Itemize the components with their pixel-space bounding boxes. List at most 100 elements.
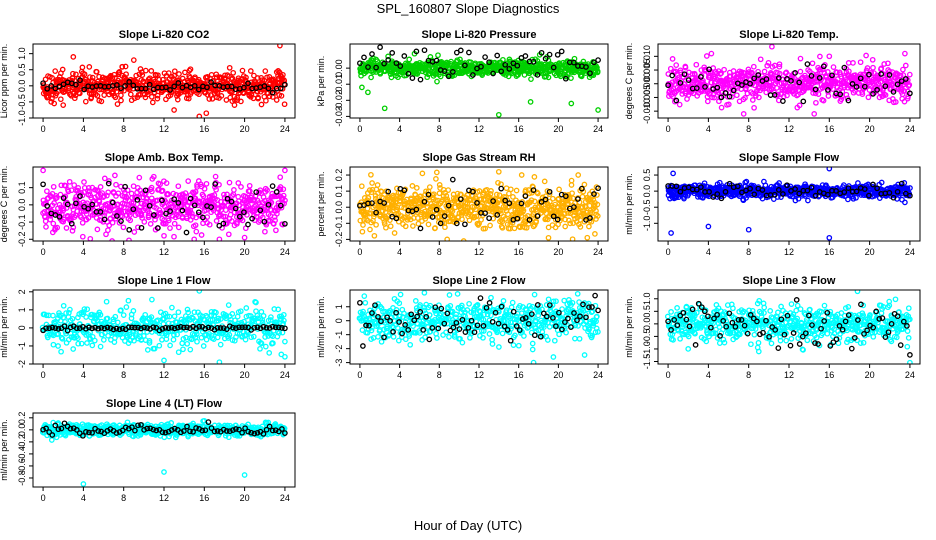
- data-point: [75, 185, 82, 191]
- data-point: [101, 92, 108, 98]
- data-point: [704, 98, 711, 105]
- data-point: [156, 342, 163, 349]
- overlay-point: [825, 87, 831, 93]
- data-point: [171, 68, 178, 75]
- data-point: [148, 68, 155, 74]
- data-point: [60, 302, 67, 309]
- data-point: [224, 220, 230, 227]
- data-points: [40, 44, 288, 118]
- data-point: [144, 347, 151, 353]
- data-point: [280, 186, 287, 193]
- data-point: [217, 341, 224, 348]
- overlay-point: [530, 58, 537, 65]
- data-point: [106, 178, 112, 184]
- overlay-point: [796, 79, 803, 86]
- data-point: [126, 237, 132, 241]
- overlay-point: [522, 193, 529, 199]
- data-point: [870, 64, 876, 71]
- data-point: [863, 52, 869, 59]
- data-point: [50, 312, 56, 319]
- data-point: [67, 306, 73, 313]
- data-point: [530, 184, 536, 190]
- overlay-point: [48, 83, 55, 89]
- data-point: [382, 214, 389, 221]
- data-points: [357, 44, 601, 118]
- data-point: [445, 187, 452, 193]
- overlay-point: [421, 198, 428, 205]
- data-point: [565, 217, 572, 224]
- x-tick-label: 24: [905, 124, 915, 134]
- data-point: [509, 219, 516, 226]
- overlay-point: [866, 71, 872, 78]
- overlay-point: [175, 200, 182, 206]
- x-tick-label: 20: [240, 124, 250, 134]
- data-point: [228, 218, 235, 224]
- x-tick-label: 4: [397, 247, 402, 257]
- y-tick-label: 0.0: [334, 201, 344, 214]
- data-point: [86, 64, 93, 70]
- data-point: [246, 182, 253, 189]
- data-point: [106, 222, 113, 229]
- overlay-point: [546, 188, 553, 195]
- data-point: [118, 97, 124, 104]
- outlier-point: [171, 107, 177, 113]
- data-point: [449, 208, 456, 214]
- overlay-point: [514, 62, 521, 69]
- data-point: [562, 210, 568, 217]
- data-point: [123, 71, 129, 78]
- data-point: [203, 180, 210, 187]
- data-point: [213, 74, 220, 81]
- overlay-point: [377, 44, 383, 51]
- data-point: [165, 217, 172, 224]
- data-point: [226, 332, 233, 338]
- overlay-point: [714, 84, 721, 91]
- data-point: [568, 75, 574, 81]
- data-point: [184, 306, 191, 313]
- overlay-point: [385, 57, 392, 63]
- overlay-point: [155, 225, 161, 231]
- overlay-point: [812, 86, 819, 93]
- overlay-point: [212, 181, 219, 187]
- data-point: [185, 95, 192, 102]
- overlay-point: [579, 185, 585, 192]
- data-point: [170, 336, 177, 343]
- data-point: [710, 91, 717, 98]
- data-point: [546, 191, 553, 197]
- data-point: [765, 59, 772, 66]
- data-point: [94, 92, 101, 99]
- overlay-point: [722, 188, 729, 195]
- overlay-point: [89, 201, 96, 208]
- overlay-point: [385, 188, 392, 195]
- data-point: [358, 183, 365, 190]
- data-point: [669, 79, 676, 86]
- overlay-point: [550, 64, 557, 71]
- overlay-point: [562, 75, 569, 82]
- data-point: [414, 215, 421, 221]
- data-point: [76, 90, 83, 97]
- overlay-point: [490, 198, 496, 204]
- overlay-point: [853, 84, 860, 90]
- data-point: [174, 331, 180, 338]
- data-point: [51, 100, 58, 107]
- overlay-point: [413, 48, 420, 55]
- data-point: [93, 68, 100, 75]
- data-point: [59, 335, 66, 342]
- overlay-point: [122, 183, 128, 190]
- overlay-point: [163, 84, 169, 91]
- x-tick-label: 0: [357, 247, 362, 257]
- overlay-point: [538, 199, 545, 205]
- data-point: [139, 72, 146, 78]
- overlay-point: [232, 205, 239, 212]
- data-point: [171, 233, 177, 240]
- overlay-point: [775, 187, 782, 193]
- data-point: [586, 223, 592, 230]
- data-point: [171, 313, 178, 320]
- data-point: [104, 315, 111, 322]
- overlay-point: [510, 60, 517, 67]
- data-point: [96, 73, 102, 80]
- data-point: [715, 89, 722, 96]
- overlay-point: [886, 189, 893, 196]
- overlay-point: [401, 53, 408, 59]
- data-points: [39, 290, 288, 364]
